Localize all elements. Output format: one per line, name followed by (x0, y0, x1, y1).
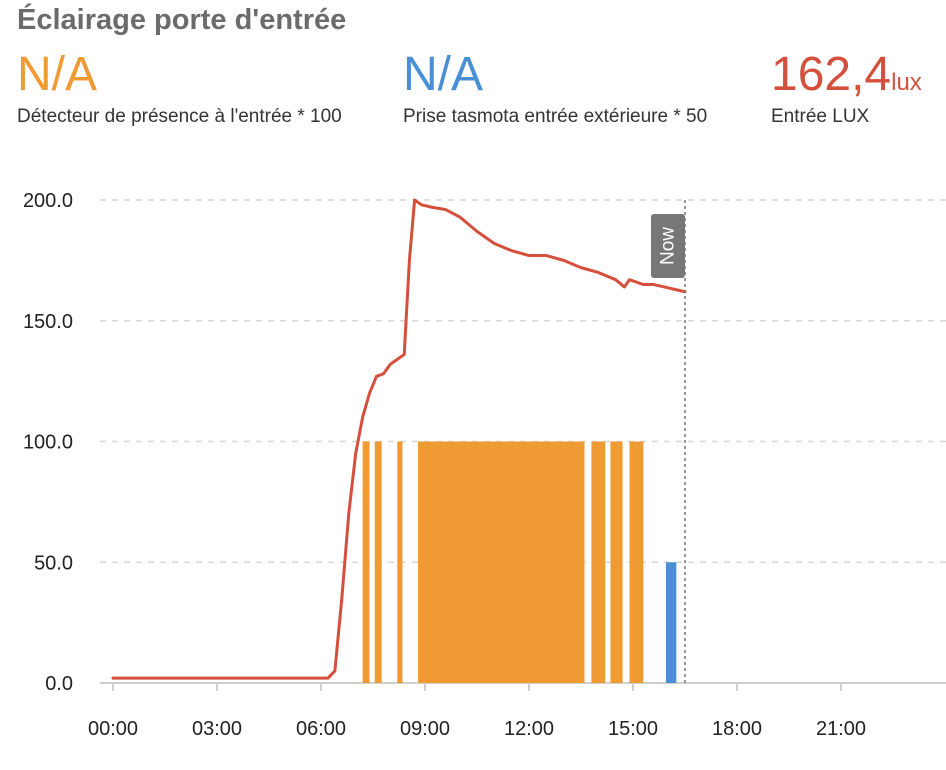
card-title: Éclairage porte d'entrée (17, 4, 347, 36)
y-tick-label: 150.0 (23, 311, 73, 333)
presence-value: N/A (17, 48, 98, 101)
presence-bar (610, 441, 623, 683)
y-tick-label: 50.0 (34, 552, 73, 574)
lux-metric[interactable]: 162,4lux Entrée LUX (771, 48, 922, 128)
now-badge (651, 214, 685, 278)
x-tick-label: 15:00 (608, 718, 658, 740)
x-tick-label: 18:00 (712, 718, 762, 740)
now-label: Now (658, 227, 679, 265)
x-tick-label: 09:00 (400, 718, 450, 740)
y-tick-label: 0.0 (45, 673, 73, 695)
x-tick-label: 00:00 (88, 718, 138, 740)
presence-label: Détecteur de présence à l'entrée * 100 (17, 106, 342, 127)
x-tick-label: 06:00 (296, 718, 346, 740)
tasmota-bar (665, 562, 677, 683)
presence-bar (362, 441, 370, 683)
lux-label: Entrée LUX (771, 106, 870, 127)
presence-bar (629, 441, 644, 683)
presence-bar (397, 441, 403, 683)
tasmota-value: N/A (403, 48, 484, 101)
presence-bar (374, 441, 382, 683)
presence-metric[interactable]: N/A Détecteur de présence à l'entrée * 1… (17, 48, 342, 128)
lux-value: 162,4 (771, 48, 892, 101)
tasmota-metric[interactable]: N/A Prise tasmota entrée extérieure * 50 (403, 48, 707, 128)
presence-bar (418, 441, 585, 683)
y-tick-label: 100.0 (23, 432, 73, 454)
x-tick-label: 03:00 (192, 718, 242, 740)
x-tick-label: 21:00 (816, 718, 866, 740)
lux-series-line (111, 198, 687, 680)
lux-unit: lux (891, 69, 922, 96)
presence-bar (591, 441, 606, 683)
y-tick-label: 200.0 (23, 190, 73, 212)
tasmota-label: Prise tasmota entrée extérieure * 50 (403, 106, 708, 127)
x-tick-label: 12:00 (504, 718, 554, 740)
